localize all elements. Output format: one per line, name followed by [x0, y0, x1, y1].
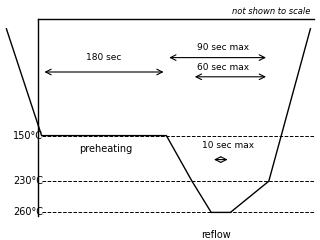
- Text: preheating: preheating: [79, 144, 132, 154]
- Text: 60 sec max: 60 sec max: [197, 63, 249, 72]
- Text: reflow: reflow: [201, 230, 231, 240]
- Text: 90 sec max: 90 sec max: [197, 43, 249, 53]
- Text: not shown to scale: not shown to scale: [232, 7, 310, 16]
- Text: 180 sec: 180 sec: [86, 53, 122, 62]
- Text: 150°C: 150°C: [13, 131, 43, 141]
- Text: 230°C: 230°C: [13, 176, 43, 186]
- Text: 260°C: 260°C: [13, 207, 43, 217]
- Text: 10 sec max: 10 sec max: [202, 141, 254, 150]
